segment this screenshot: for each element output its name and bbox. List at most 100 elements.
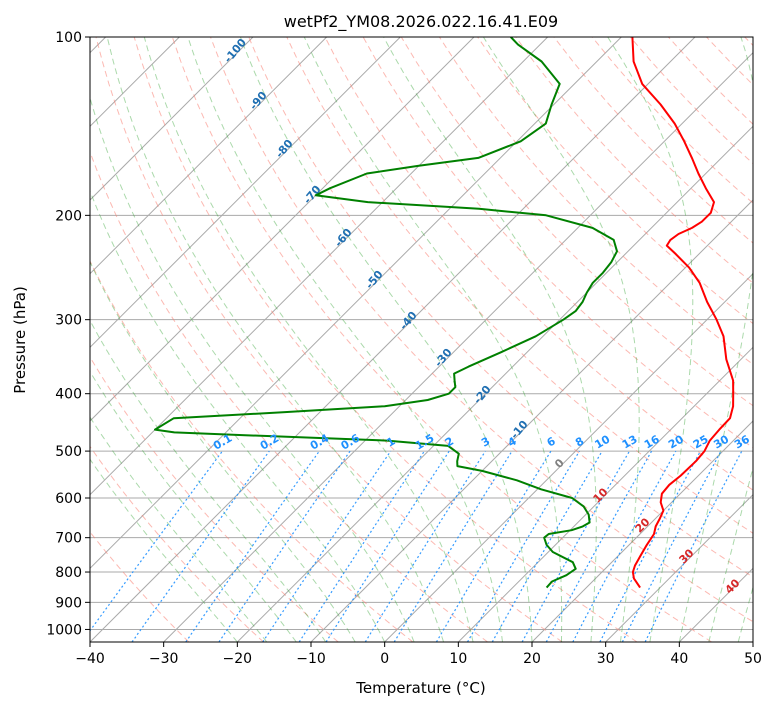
mixing-ratio-label: 0.6 [339,431,363,452]
isotherm-line [90,37,254,201]
isobar-lines [90,37,753,630]
isotherm-line [90,37,475,422]
dry-adiabat-line [553,37,753,244]
mixing-ratio-label: 20 [666,432,686,451]
x-axis: −40 −30 −20 −10 0 10 20 30 40 50 [75,642,762,667]
moist-adiabat-line [90,370,297,642]
dry-adiabat-line [90,445,264,642]
dry-adiabat-line [90,356,339,642]
x-tick-label: −10 [296,651,326,667]
mixing-ratio-line [599,450,702,642]
moist-adiabat-line [106,37,445,642]
moist-adiabat-line [90,458,238,642]
mixing-ratio-label: 13 [620,433,640,452]
mixing-ratio-line [131,450,270,642]
x-tick-label: 0 [380,651,389,667]
dry-adiabat-line [171,37,712,642]
dry-adiabat-label: -80 [273,137,296,161]
mixing-ratio-line [218,450,351,642]
temperature-line [631,37,735,589]
mixing-ratio-line [298,450,425,642]
mixing-ratio-line [90,450,223,632]
isotherm-line [90,37,549,496]
chart-title: wetPf2_YM08.2026.022.16.41.E09 [284,12,558,32]
mixing-ratio-line [393,450,513,642]
mixing-ratio-line [644,450,743,642]
moist-adiabat-line [90,189,386,642]
isotherm-line [163,51,753,642]
dry-adiabat-line [515,37,753,284]
dry-adiabat-line [706,37,753,86]
plot-frame [89,36,754,643]
isotherm-line [236,125,753,642]
moist-adiabat-line [708,466,753,642]
mixing-ratio-label: 6 [545,434,558,449]
x-tick-label: −40 [75,651,105,667]
plot-area: 0.1 0.2 0.4 0.6 1 1.5 2 3 4 6 8 10 13 16 20 25 30 36-100-… [90,37,753,642]
mixing-ratio-line [545,450,653,642]
dry-adiabat-line [95,37,563,642]
mixing-ratio-line [325,450,450,642]
x-tick-label: 40 [670,651,688,667]
isotherm-line [90,37,328,275]
isotherm-line [90,37,622,570]
x-tick-label: 30 [597,651,615,667]
mixing-ratio-line [521,450,631,642]
dry-adiabat-label: -90 [247,89,270,113]
mixing-ratio-line [466,450,580,642]
dry-adiabat-label: -70 [301,183,324,207]
x-tick-label: −20 [223,651,253,667]
dry-adiabat-line [133,37,638,642]
x-tick-label: 20 [523,651,541,667]
y-tick-label: 1000 [46,622,82,638]
moist-adiabat-label: 30 [677,546,697,566]
y-tick-label: 200 [55,208,82,224]
moist-adiabat-lines [90,37,753,642]
x-tick-label: 10 [449,651,467,667]
mixing-ratio-label: 0.4 [308,431,332,452]
mixing-ratio-label: 2 [443,435,456,450]
mixing-ratio-lines [90,450,743,642]
dry-adiabat-line [90,259,414,642]
mixing-ratio-label: 0.2 [258,432,281,453]
moist-adiabat-line [737,585,753,642]
moist-adiabat-line [90,260,356,642]
y-tick-label: 700 [55,531,82,547]
moist-adiabat-line [187,37,503,642]
moist-adiabat-line [239,37,533,642]
isotherm-lines [90,37,753,642]
moist-adiabat-line [607,37,694,642]
dry-adiabat-label: -60 [332,226,355,250]
isotherm-line [752,641,753,642]
moist-adiabat-line [90,96,415,642]
moist-adiabat-line [143,37,474,642]
dry-adiabat-line [210,37,753,623]
y-tick-label: 900 [55,595,82,611]
isotherm-line [90,37,696,642]
dry-adiabat-line [90,150,488,642]
isotherm-line [384,272,753,642]
x-axis-label: Temperature (°C) [355,679,485,697]
profile-series [154,37,735,589]
y-tick-label: 600 [55,491,82,507]
mixing-ratio-line [262,450,392,642]
mixing-ratio-label: 1.5 [413,432,436,453]
mixing-ratio-label: 10 [592,432,612,451]
dry-adiabat-line [286,37,753,534]
moist-adiabat-line [482,37,640,642]
dry-adiabat-line [744,37,753,47]
mixing-ratio-line [435,450,552,642]
y-axis-label: Pressure (hPa) [11,286,29,394]
isotherm-line [457,346,753,642]
moist-adiabat-line [90,416,268,642]
y-tick-label: 800 [55,565,82,581]
moist-adiabat-line [303,37,563,642]
dry-adiabat-line [324,37,753,491]
y-tick-label: 500 [55,444,82,460]
dry-adiabat-label: -30 [432,346,455,370]
mixing-ratio-label: 36 [732,432,752,451]
moist-adiabat-label: 0 [552,456,567,471]
moist-adiabat-line [678,37,753,642]
y-axis: 100 200 300 400 500 600 700 800 900 1000 [46,30,90,638]
